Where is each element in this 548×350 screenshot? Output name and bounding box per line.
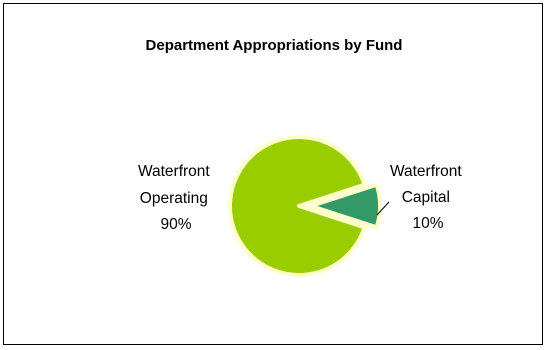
leader-line-waterfront-capital [376, 201, 390, 216]
label-waterfront-capital-percent: 10% [412, 215, 443, 232]
pie-slice-waterfront-operating [228, 135, 367, 277]
label-waterfront-operating-name-1: Waterfront [138, 163, 210, 180]
label-waterfront-operating-name-2: Operating [140, 190, 208, 207]
label-waterfront-capital-name-1: Waterfront [390, 163, 462, 180]
pie-slice-waterfront-capital [309, 182, 382, 230]
label-waterfront-capital-name-2: Capital [402, 189, 450, 206]
label-waterfront-operating: Waterfront Operating 90% [138, 163, 214, 233]
label-waterfront-operating-percent: 90% [160, 216, 191, 233]
label-waterfront-capital: Waterfront Capital 10% [390, 163, 466, 232]
chart-title: Department Appropriations by Fund [145, 37, 403, 54]
